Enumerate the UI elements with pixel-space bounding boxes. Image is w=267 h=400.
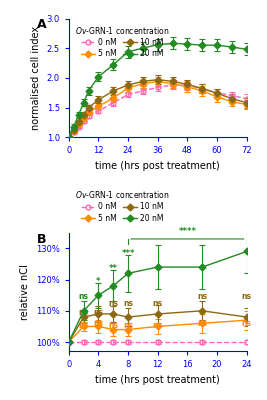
- Text: ns: ns: [153, 299, 163, 308]
- Text: ns: ns: [93, 308, 103, 317]
- Text: ns: ns: [123, 320, 133, 330]
- Text: ***: ***: [121, 249, 135, 258]
- Text: ns: ns: [242, 292, 252, 302]
- Legend: 0 nM, 5 nM, 10 nM, 20 nM: 0 nM, 5 nM, 10 nM, 20 nM: [73, 187, 172, 225]
- Text: ns: ns: [93, 319, 103, 328]
- Text: ns: ns: [123, 299, 133, 308]
- Text: A: A: [37, 18, 46, 32]
- Text: ****: ****: [178, 227, 197, 236]
- Text: B: B: [37, 233, 46, 246]
- Text: **: **: [109, 264, 118, 273]
- Text: ns: ns: [197, 319, 207, 328]
- Text: ns: ns: [78, 292, 89, 302]
- Text: ns: ns: [242, 319, 252, 328]
- Text: ns: ns: [108, 299, 118, 308]
- Legend: 0 nM, 5 nM, 10 nM, 20 nM: 0 nM, 5 nM, 10 nM, 20 nM: [73, 22, 172, 60]
- Text: ns: ns: [78, 308, 89, 317]
- Y-axis label: normalised cell index: normalised cell index: [31, 26, 41, 130]
- X-axis label: time (hrs post treatment): time (hrs post treatment): [95, 161, 220, 171]
- Text: *: *: [96, 277, 101, 286]
- Text: ns: ns: [153, 320, 163, 330]
- Text: ns: ns: [108, 320, 118, 330]
- Y-axis label: relative nCI: relative nCI: [20, 264, 30, 320]
- Text: ns: ns: [197, 292, 207, 302]
- X-axis label: time (hrs post treatment): time (hrs post treatment): [95, 375, 220, 385]
- Text: ns: ns: [78, 320, 89, 330]
